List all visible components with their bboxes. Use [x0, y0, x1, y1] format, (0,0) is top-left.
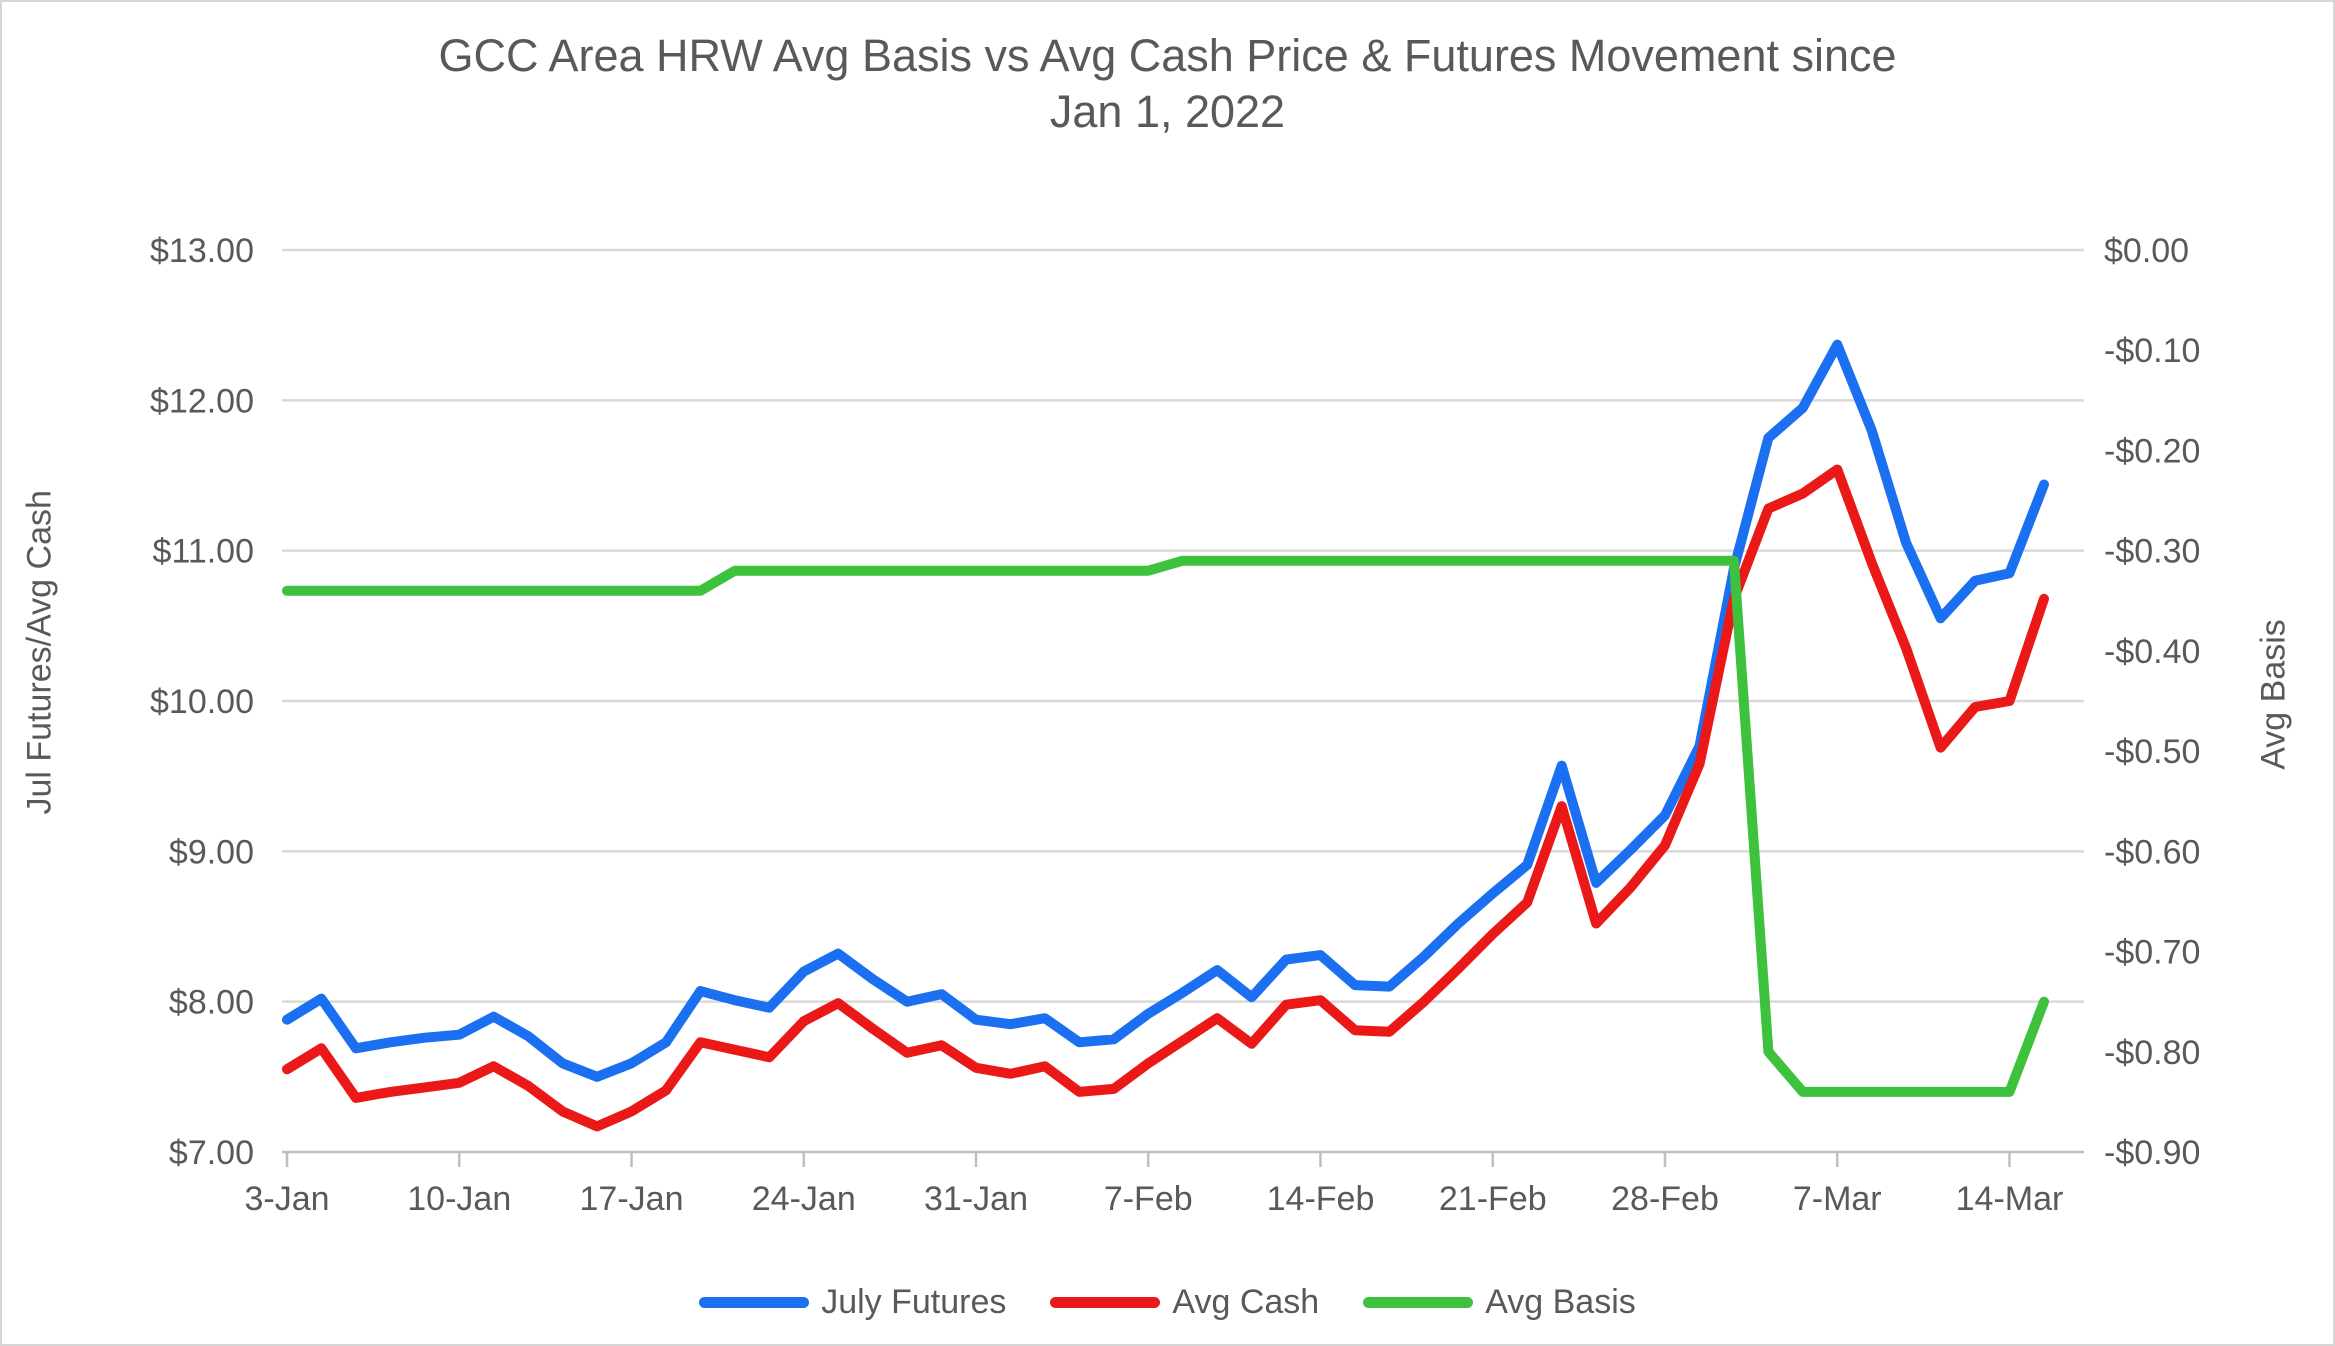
left-axis-tick-label: $12.00 — [150, 382, 254, 420]
right-axis-tick-label: -$0.60 — [2104, 833, 2200, 871]
left-axis-tick-label: $10.00 — [150, 683, 254, 721]
left-axis-tick-label: $8.00 — [169, 984, 254, 1022]
legend-swatch-avg-basis — [1363, 1297, 1474, 1308]
x-tick-label: 14-Feb — [1267, 1180, 1375, 1218]
x-tick-label: 3-Jan — [244, 1180, 329, 1218]
x-tick-label: 14-Mar — [1956, 1180, 2064, 1218]
series-line-july-futures — [282, 339, 2049, 1082]
left-axis-tick-label: $11.00 — [153, 533, 254, 571]
series-line-avg-basis — [282, 555, 2049, 1097]
x-tick-label: 7-Feb — [1104, 1180, 1193, 1218]
legend-label: Avg Cash — [1172, 1283, 1320, 1321]
x-tick-label: 31-Jan — [924, 1180, 1028, 1218]
chart-title: GCC Area HRW Avg Basis vs Avg Cash Price… — [438, 30, 1897, 138]
legend-swatch-july-futures — [699, 1297, 810, 1308]
x-tick-label: 10-Jan — [407, 1180, 511, 1218]
legend-label: Avg Basis — [1485, 1283, 1636, 1321]
legend-item-avg-cash: Avg Cash — [1050, 1283, 1319, 1322]
left-axis-tick-label: $7.00 — [169, 1134, 254, 1172]
x-tick-label: 28-Feb — [1611, 1180, 1719, 1218]
legend-item-avg-basis: Avg Basis — [1363, 1283, 1636, 1322]
x-tick-label: 21-Feb — [1439, 1180, 1547, 1218]
right-axis-tick-label: -$0.40 — [2104, 633, 2200, 671]
right-axis-tick-label: -$0.50 — [2104, 733, 2200, 771]
right-axis-tick-label: -$0.30 — [2104, 533, 2200, 571]
legend-item-july-futures: July Futures — [699, 1283, 1006, 1322]
x-tick-label: 17-Jan — [580, 1180, 684, 1218]
right-axis-tick-label: $0.00 — [2104, 232, 2189, 270]
legend: July Futures Avg Cash Avg Basis — [2, 1283, 2333, 1322]
right-axis-tick-label: -$0.90 — [2104, 1134, 2200, 1172]
right-axis-tick-label: -$0.10 — [2104, 332, 2200, 370]
left-axis-tick-label: $9.00 — [169, 833, 254, 871]
x-tick-label: 24-Jan — [752, 1180, 856, 1218]
legend-swatch-avg-cash — [1050, 1297, 1161, 1308]
left-axis-tick-label: $13.00 — [150, 232, 254, 270]
legend-label: July Futures — [821, 1283, 1007, 1321]
right-axis-tick-label: -$0.70 — [2104, 934, 2200, 972]
x-tick-label: 7-Mar — [1793, 1180, 1882, 1218]
series-line-avg-cash — [282, 464, 2049, 1132]
right-axis-tick-label: -$0.80 — [2104, 1034, 2200, 1072]
right-axis-tick-label: -$0.20 — [2104, 432, 2200, 470]
